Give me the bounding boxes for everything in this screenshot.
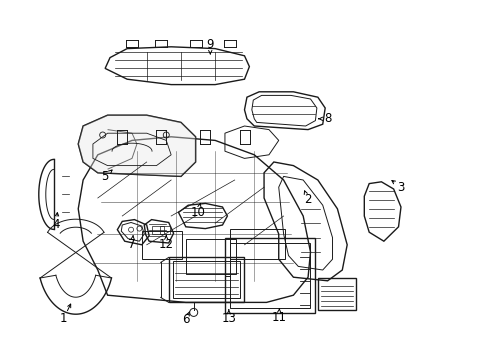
Bar <box>151 226 163 234</box>
Bar <box>229 229 284 259</box>
Text: 10: 10 <box>190 206 205 219</box>
Bar <box>172 261 239 298</box>
Text: 8: 8 <box>323 112 331 125</box>
Bar <box>168 257 243 302</box>
Text: 7: 7 <box>128 238 136 251</box>
Bar <box>317 278 355 310</box>
Text: 13: 13 <box>221 312 236 325</box>
Text: 9: 9 <box>206 39 214 51</box>
Text: 1: 1 <box>60 312 67 325</box>
Polygon shape <box>78 115 195 176</box>
Text: 3: 3 <box>396 181 404 194</box>
Text: 2: 2 <box>304 193 311 206</box>
Bar <box>229 243 309 308</box>
Text: 12: 12 <box>159 238 173 251</box>
Text: 5: 5 <box>101 170 109 183</box>
Bar <box>160 226 169 234</box>
Text: 11: 11 <box>271 311 285 324</box>
Text: 6: 6 <box>182 313 189 326</box>
Text: 4: 4 <box>52 219 60 231</box>
Bar <box>142 231 182 259</box>
Bar <box>185 239 235 274</box>
Bar <box>224 238 314 313</box>
